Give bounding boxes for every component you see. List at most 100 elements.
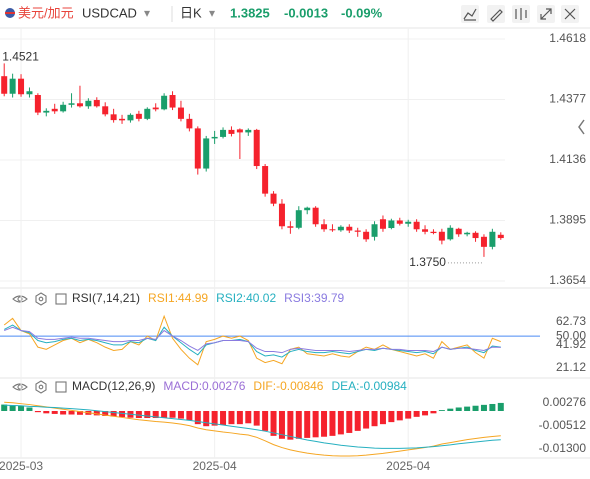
candle-body <box>127 114 134 121</box>
legend-entry: MACD:0.00276 <box>163 379 245 393</box>
macd-bar <box>161 410 168 418</box>
candle-body <box>236 129 243 133</box>
candle-body <box>186 118 193 129</box>
candle-body <box>455 228 462 235</box>
dropdown-arrow[interactable]: ▾ <box>144 6 150 20</box>
toolbar-icons[interactable] <box>461 5 579 23</box>
macd-bar <box>169 410 176 418</box>
candle-body <box>93 100 100 107</box>
macd-bar <box>186 410 193 421</box>
macd-bar <box>480 404 487 411</box>
candle-body <box>102 106 109 115</box>
candle-body <box>245 129 252 133</box>
candle-body <box>152 107 159 110</box>
macd-bar <box>329 410 336 436</box>
candle-body <box>9 78 16 94</box>
macd-bar <box>472 405 479 411</box>
legend-entry: DIF:-0.00846 <box>253 379 323 393</box>
symbol[interactable]: USDCAD <box>82 5 137 20</box>
candle-body <box>337 226 344 231</box>
x-tick-label: 2025-04 <box>386 459 430 473</box>
macd-bar <box>26 407 33 411</box>
macd-bar <box>455 407 462 411</box>
macd-bar <box>497 402 504 411</box>
candle-body <box>169 95 176 108</box>
y-tick-label: -0.00512 <box>539 418 587 432</box>
y-tick-label: 1.4618 <box>549 31 586 45</box>
y-tick-label: 62.73 <box>556 314 586 328</box>
y-tick-label: 1.4136 <box>549 152 586 166</box>
candle-body <box>464 232 471 235</box>
macd-bar <box>337 410 344 435</box>
candle-body <box>363 231 370 240</box>
y-tick-label: 21.12 <box>556 360 586 374</box>
macd-bar <box>102 410 109 416</box>
candle-body <box>312 207 319 225</box>
candle-body <box>18 78 25 95</box>
annotation: 1.4521 <box>2 50 39 64</box>
indicator-line <box>3 324 501 358</box>
candle-body <box>85 100 92 107</box>
price-change-pct: -0.09% <box>341 5 383 20</box>
macd-bar <box>236 410 243 425</box>
macd-bar <box>43 410 50 414</box>
macd-bar <box>405 410 412 419</box>
y-tick-label: 1.3895 <box>549 213 586 227</box>
candle-body <box>253 129 260 167</box>
macd-bar <box>18 405 25 411</box>
macd-bar <box>413 410 420 417</box>
candle-body <box>60 104 67 112</box>
macd-bar <box>354 410 361 431</box>
macd-bar <box>152 410 159 419</box>
candle-body <box>203 138 210 169</box>
macd-bar <box>270 410 277 436</box>
macd-bar <box>144 410 151 419</box>
macd-bar <box>76 410 83 415</box>
macd-bar <box>287 410 294 440</box>
macd-bar <box>346 410 353 433</box>
macd-bar <box>438 410 445 411</box>
macd-bar <box>422 410 429 416</box>
macd-bar <box>1 404 8 411</box>
indicator-legend: MACD(12,26,9) MACD:0.00276 DIF:-0.00846 DEA… <box>72 379 407 393</box>
collapse-button[interactable] <box>578 119 585 135</box>
indicator-icons[interactable] <box>12 292 67 394</box>
candle-body <box>489 231 496 247</box>
candle-body <box>220 129 227 137</box>
annotation: 1.3750 <box>409 255 446 269</box>
y-tick-label: 0.00276 <box>543 395 587 409</box>
candle-body <box>34 95 41 113</box>
candle-body <box>135 113 142 119</box>
candle-body <box>346 226 353 231</box>
candle-body <box>321 224 328 230</box>
macd-bar <box>135 410 142 419</box>
pair-name[interactable]: 美元/加元 <box>18 5 74 20</box>
candle-body <box>329 229 336 231</box>
macd-bar <box>371 410 378 427</box>
macd-bar <box>304 410 311 438</box>
y-tick-label: 1.4377 <box>549 92 586 106</box>
y-tick-label: -0.01300 <box>539 441 587 455</box>
macd-bar <box>489 403 496 411</box>
candle-body <box>144 108 151 119</box>
period[interactable]: 日K <box>180 5 202 20</box>
candle-body <box>447 227 454 240</box>
candle-body <box>371 224 378 237</box>
macd-bar <box>447 408 454 411</box>
dropdown-arrow[interactable]: ▾ <box>209 6 215 20</box>
macd-bar <box>110 410 117 417</box>
macd-bar <box>321 410 328 437</box>
macd-bar <box>295 410 302 439</box>
indicator-line <box>4 401 501 457</box>
macd-bar <box>220 410 227 426</box>
candle-body <box>177 107 184 119</box>
macd-bar <box>278 410 285 439</box>
macd-bar <box>93 410 100 416</box>
candle-body <box>304 207 311 211</box>
candle-body <box>472 232 479 239</box>
candle-body <box>110 114 117 121</box>
legend-entry: RSI1:44.99 <box>148 291 208 305</box>
macd-bar <box>9 405 16 411</box>
